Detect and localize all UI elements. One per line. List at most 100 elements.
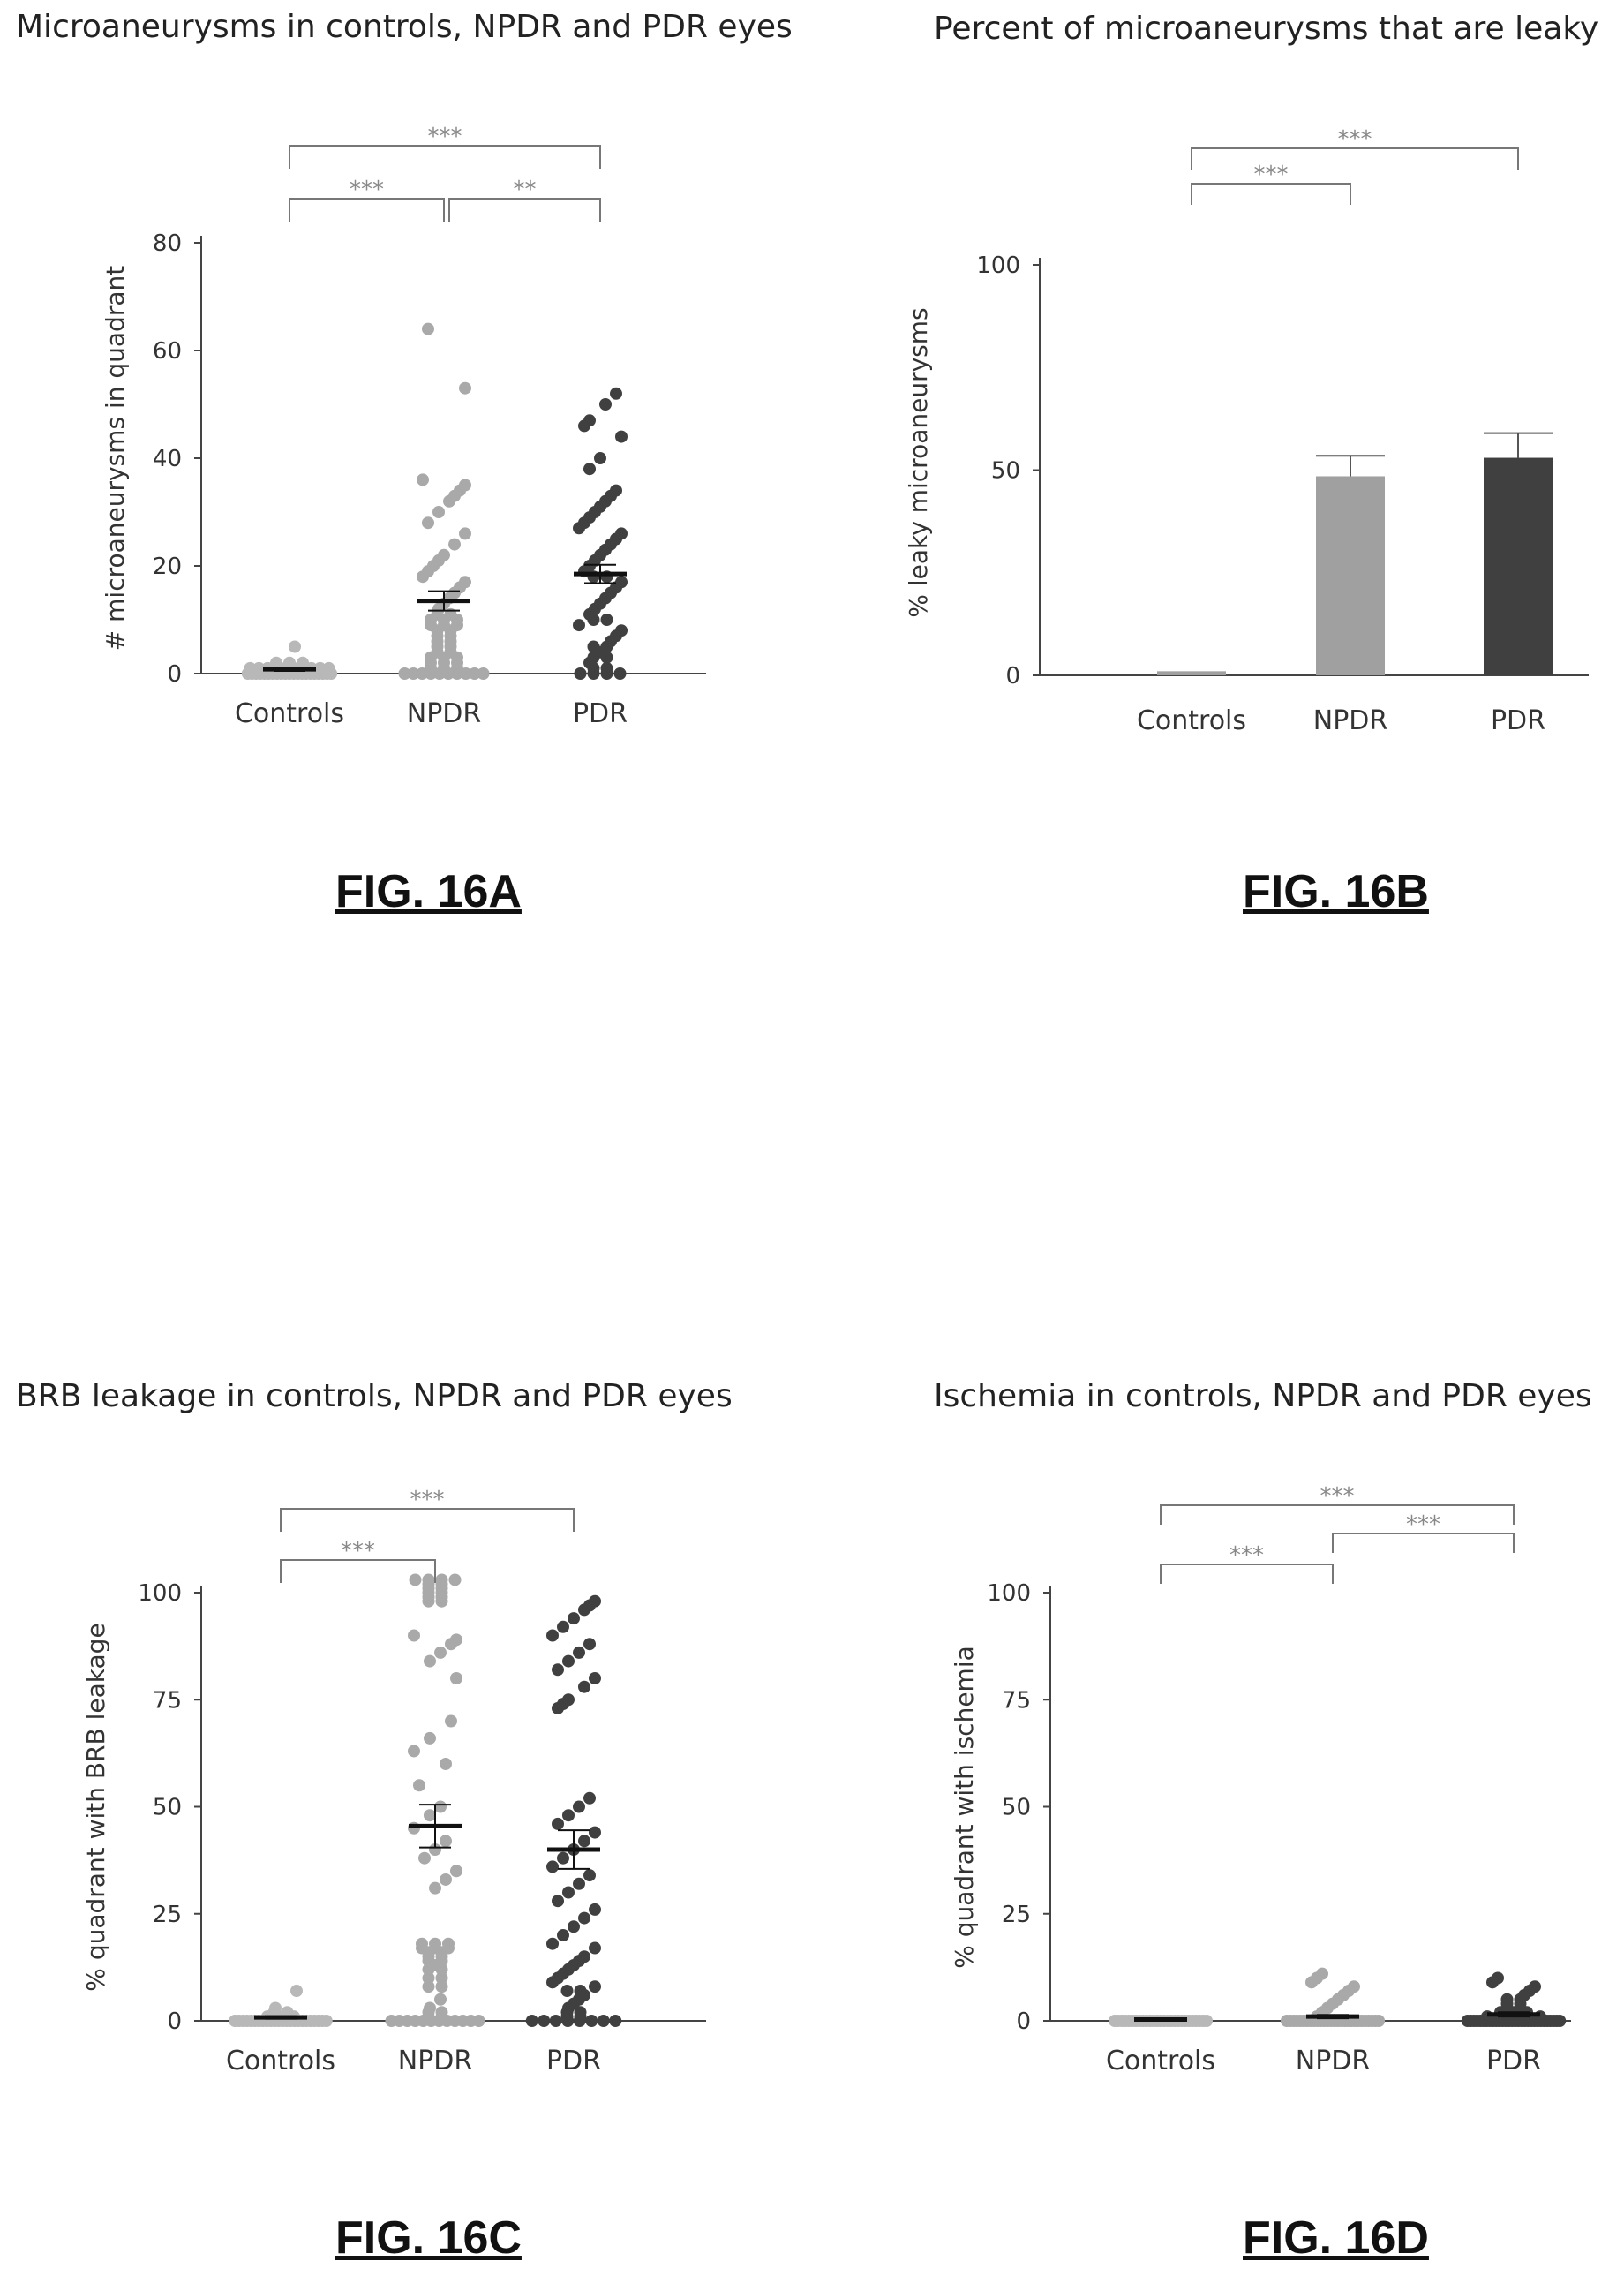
significance-label: *** [1406, 1511, 1440, 1538]
y-tick-label: 0 [167, 2008, 182, 2035]
y-axis-label: % quadrant with ischemia [950, 1646, 979, 1969]
data-point [424, 1809, 436, 1822]
bar [1157, 671, 1226, 675]
y-tick-label: 75 [153, 1687, 182, 1714]
data-point [600, 661, 613, 674]
data-point [578, 1680, 590, 1693]
data-point [573, 619, 585, 632]
data-point [477, 667, 490, 680]
significance-bracket [289, 198, 445, 222]
x-category-label: Controls [235, 698, 344, 729]
data-point [578, 1835, 590, 1848]
data-point [424, 1731, 436, 1745]
data-point [615, 576, 628, 589]
x-category-label: Controls [1137, 705, 1246, 736]
significance-label: *** [341, 1538, 375, 1564]
data-point [552, 1817, 564, 1830]
data-point [459, 479, 471, 492]
data-point [440, 1873, 452, 1886]
data-point [407, 667, 420, 680]
data-point [408, 1629, 420, 1642]
data-point [610, 484, 622, 497]
data-point [422, 516, 434, 530]
data-point [440, 1835, 452, 1848]
data-point [442, 1937, 455, 1950]
data-point [416, 1937, 428, 1950]
data-point [322, 661, 335, 674]
data-point [589, 1980, 601, 1993]
data-point [562, 1809, 575, 1822]
data-point [450, 1865, 462, 1878]
data-point [557, 1851, 569, 1865]
data-point [560, 1985, 574, 1998]
data-point [252, 661, 266, 674]
data-point [290, 1985, 303, 1998]
data-point [429, 1937, 441, 1950]
significance-bracket [448, 198, 601, 222]
data-point [435, 1980, 448, 1993]
y-tick-label: 20 [153, 554, 182, 580]
y-tick-label: 75 [1002, 1687, 1031, 1714]
significance-bracket [1191, 147, 1519, 170]
significance-bracket [1160, 1564, 1334, 1584]
data-point [1200, 2015, 1213, 2027]
data-point [585, 2015, 598, 2027]
data-point [244, 661, 257, 674]
data-point [472, 2015, 485, 2027]
panel-fig-16c: BRB leakage in controls, NPDR and PDR ey… [0, 1145, 812, 2290]
significance-label: *** [428, 124, 462, 150]
significance-bracket [280, 1508, 575, 1532]
data-point [562, 1886, 575, 1899]
data-point [459, 527, 471, 540]
data-point [445, 1714, 457, 1728]
significance-label: *** [1254, 162, 1289, 188]
data-point [1372, 2015, 1386, 2027]
data-point [573, 1877, 585, 1890]
data-point [270, 656, 282, 669]
data-point [557, 1929, 569, 1941]
significance-label: *** [410, 1487, 445, 1513]
y-tick-label: 80 [153, 230, 182, 257]
data-point [573, 1646, 585, 1659]
data-point [615, 430, 628, 443]
y-tick-label: 50 [153, 1795, 182, 1821]
y-axis-label: # microaneurysms in quadrant [101, 266, 130, 651]
significance-label: *** [1338, 126, 1372, 153]
figure-label: FIG. 16B [1243, 866, 1429, 917]
data-point [594, 452, 606, 464]
chart-svg-16d: 0 25 50 75 100 % quadrant with ischemia Contro… [950, 1483, 1571, 2076]
bar [1484, 457, 1553, 675]
data-point [583, 463, 596, 476]
data-point [422, 322, 434, 335]
data-point [440, 1758, 452, 1770]
data-point [549, 2015, 562, 2027]
x-category-label: NPDR [398, 2046, 472, 2076]
significance-label: *** [1229, 1542, 1264, 1569]
data-point [448, 1573, 462, 1586]
data-point [413, 1779, 425, 1792]
panel-fig-16b: Percent of microaneurysms that are leaky… [812, 0, 1624, 1145]
data-point [409, 1573, 422, 1586]
panel-fig-16d: Ischemia in controls, NPDR and PDR eyes … [812, 1145, 1624, 2290]
x-category-label: NPDR [1313, 705, 1387, 736]
data-point [459, 576, 471, 589]
chart-title: Ischemia in controls, NPDR and PDR eyes [934, 1378, 1592, 1414]
data-point [448, 538, 461, 551]
data-point [557, 1620, 569, 1633]
y-tick-label: 0 [167, 661, 182, 688]
data-point [546, 1860, 559, 1873]
x-category-label: PDR [1486, 2046, 1541, 2076]
data-point [424, 1654, 436, 1668]
data-point [546, 1937, 559, 1950]
chart-svg-16a: 0 20 40 60 80 # microaneurysms in quadrant Con… [101, 124, 706, 729]
data-point [269, 2001, 282, 2015]
data-point [1529, 1980, 1541, 1993]
significance-bracket [1160, 1504, 1515, 1525]
data-point [450, 1672, 462, 1684]
data-point [589, 1594, 601, 1608]
data-point [600, 614, 613, 626]
data-point [597, 2015, 610, 2027]
y-tick-label: 25 [153, 1902, 182, 1928]
chart-svg-16b: 0 50 100 % leaky microaneurysms Controls NPDR… [904, 126, 1589, 736]
panel-fig-16a: Microaneurysms in controls, NPDR and PDR… [0, 0, 812, 1145]
